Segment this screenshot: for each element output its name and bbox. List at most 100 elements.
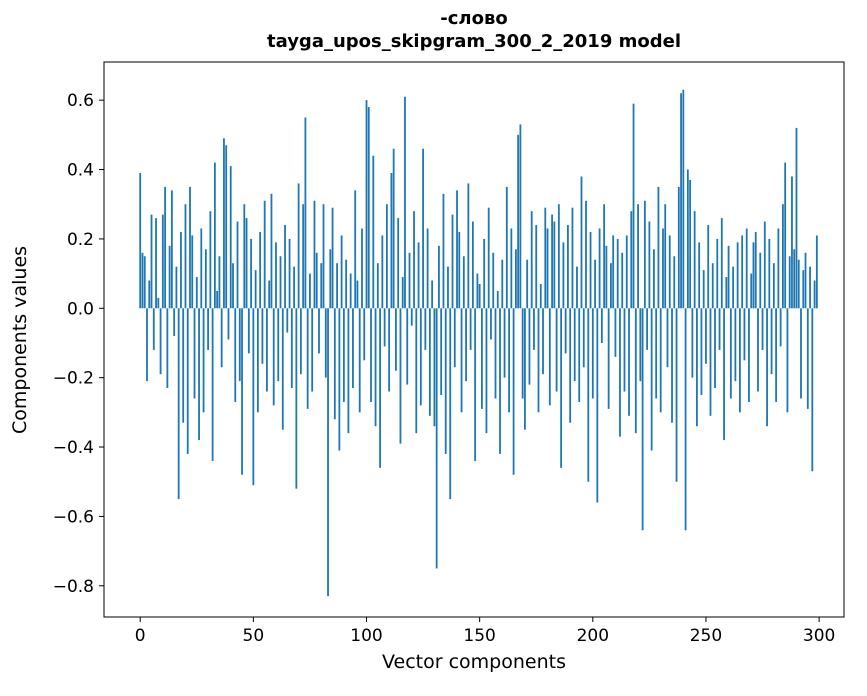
bar: [168, 245, 171, 309]
bar: [729, 308, 732, 399]
bar: [804, 252, 807, 309]
bar: [478, 284, 481, 309]
bar: [419, 308, 422, 406]
bar: [813, 280, 816, 309]
bar: [159, 308, 162, 375]
bar: [779, 308, 782, 347]
bar: [612, 235, 615, 309]
bar: [408, 252, 411, 309]
bar: [161, 214, 164, 309]
bar: [433, 308, 436, 427]
bar: [763, 221, 766, 309]
bar: [324, 308, 327, 378]
bar: [395, 308, 397, 371]
bar: [748, 308, 750, 402]
bar: [539, 284, 542, 309]
bar: [376, 263, 379, 309]
bar: [605, 245, 608, 309]
bar: [490, 308, 492, 340]
bar: [696, 308, 698, 427]
bar: [438, 245, 440, 309]
bar: [727, 245, 730, 309]
bar: [580, 176, 583, 309]
bar: [180, 231, 182, 309]
bar: [182, 308, 185, 423]
bar: [399, 308, 402, 444]
bar: [634, 308, 637, 434]
y-tick-label: −0.2: [53, 369, 94, 389]
bar: [648, 221, 651, 309]
bar: [175, 266, 178, 309]
bar: [686, 169, 689, 309]
bar: [791, 176, 793, 309]
bar: [279, 256, 282, 309]
bar: [772, 263, 775, 309]
bar: [557, 204, 560, 309]
bar: [277, 308, 280, 382]
y-tick-label: 0.6: [67, 91, 94, 111]
bar: [743, 308, 746, 361]
bar: [345, 259, 348, 309]
bar: [698, 242, 701, 309]
bar: [453, 308, 456, 368]
bar: [184, 204, 187, 309]
bar: [186, 308, 189, 454]
bar: [372, 155, 375, 309]
bar: [354, 190, 357, 309]
bar: [514, 249, 517, 309]
bar: [508, 308, 510, 413]
bar: [503, 308, 506, 378]
bar: [442, 193, 445, 309]
y-tick-label: −0.4: [53, 438, 94, 458]
y-axis-ticks: 0.6 0.4 0.2 0.0 −0.2 −0.4 −0.6 −0.8: [53, 91, 104, 597]
bar: [718, 308, 721, 350]
bar: [781, 204, 784, 309]
y-tick-label: 0.2: [67, 230, 94, 250]
bar: [768, 238, 771, 309]
x-tick-label: 200: [577, 626, 609, 646]
bar: [189, 186, 191, 309]
bar: [209, 211, 212, 309]
bar: [603, 204, 606, 309]
bar: [238, 308, 241, 382]
bar: [567, 225, 569, 309]
bar: [313, 200, 316, 309]
bar: [456, 190, 458, 309]
bar: [555, 308, 558, 392]
bar: [286, 308, 289, 333]
bar: [229, 166, 232, 309]
bar: [707, 225, 710, 309]
bar: [139, 173, 142, 309]
bar: [333, 308, 336, 420]
bar: [524, 308, 526, 430]
x-axis-label: Vector components: [382, 651, 566, 673]
bar: [628, 308, 630, 416]
bar: [585, 200, 587, 309]
bar: [227, 308, 230, 340]
bar: [327, 308, 329, 597]
bar: [802, 270, 805, 309]
bar: [600, 308, 603, 343]
bar: [528, 308, 531, 385]
bar: [266, 308, 268, 392]
bar: [329, 249, 332, 309]
bar: [653, 249, 655, 309]
bar: [668, 235, 671, 309]
bar: [505, 186, 508, 309]
bar: [288, 238, 291, 309]
x-tick-label: 300: [803, 626, 835, 646]
bar: [564, 308, 567, 354]
bar: [492, 252, 495, 309]
bar: [304, 117, 307, 309]
bar: [587, 308, 590, 482]
bar: [152, 308, 155, 350]
bar: [533, 308, 535, 350]
bar: [720, 218, 723, 309]
bar: [806, 308, 809, 409]
chart-title-line2: tayga_upos_skipgram_300_2_2019 model: [267, 31, 681, 52]
bar: [621, 252, 624, 309]
bar: [610, 263, 612, 309]
bar: [195, 277, 198, 309]
bar: [757, 308, 759, 392]
